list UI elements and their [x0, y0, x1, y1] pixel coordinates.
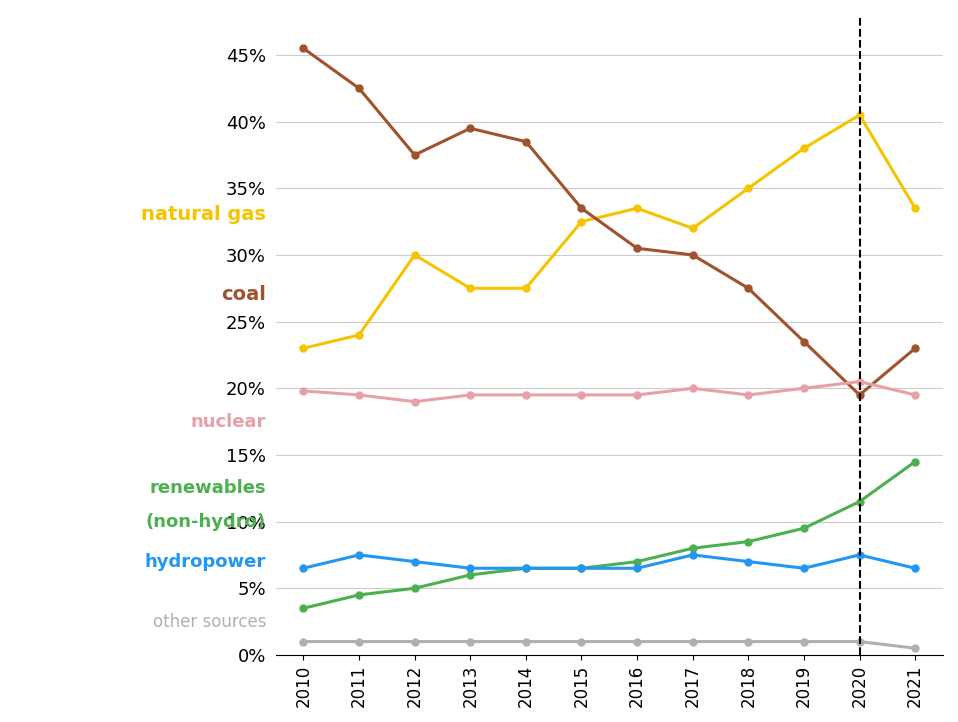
Text: hydropower: hydropower [145, 552, 266, 570]
Text: other sources: other sources [152, 612, 266, 630]
Text: (non-hydro): (non-hydro) [146, 513, 266, 531]
Text: natural gas: natural gas [141, 206, 266, 225]
Text: nuclear: nuclear [191, 412, 266, 430]
Text: renewables: renewables [149, 479, 266, 497]
Text: coal: coal [221, 285, 266, 305]
